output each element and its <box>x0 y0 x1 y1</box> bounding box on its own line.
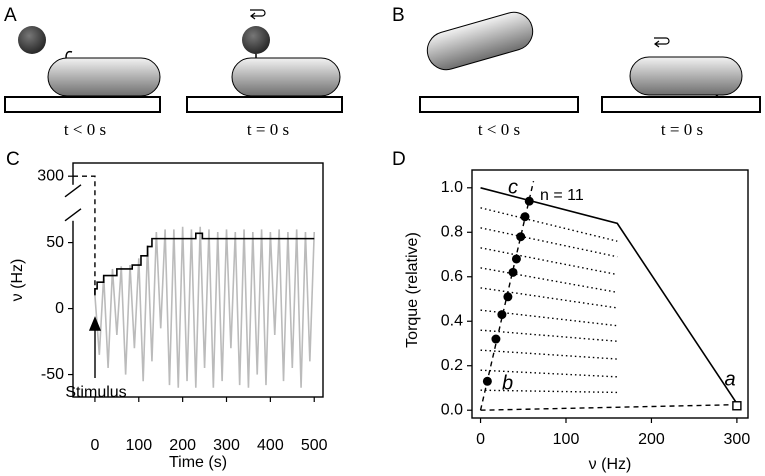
y-tick-label: 0.4 <box>441 312 463 329</box>
x-tick-label: 400 <box>257 437 284 454</box>
point <box>497 310 507 320</box>
series-line <box>480 389 618 394</box>
point <box>482 376 492 386</box>
x-axis-label: Time (s) <box>169 454 227 471</box>
annotation: b <box>502 372 513 394</box>
axis-break-mark <box>64 184 82 198</box>
panel-letter: A <box>4 5 17 26</box>
y-tick-label: 1.0 <box>441 179 463 196</box>
series-line <box>480 207 618 242</box>
bead <box>18 26 46 54</box>
x-tick-label: 200 <box>169 437 196 454</box>
cell <box>231 57 341 97</box>
caption: t < 0 s <box>64 120 106 139</box>
bead <box>242 26 270 54</box>
series-line <box>94 226 316 388</box>
panel-letter: B <box>392 5 405 26</box>
series-line <box>73 175 96 296</box>
x-tick-label: 500 <box>301 437 328 454</box>
panel-letter: C <box>6 149 20 170</box>
series-line <box>480 349 618 360</box>
stimulus-arrow <box>88 316 102 378</box>
cell <box>629 56 743 96</box>
series-line <box>480 287 618 309</box>
rotation-arrow <box>654 37 670 48</box>
y-axis-label: Torque (relative) <box>404 232 421 348</box>
axis-break-mark <box>64 208 82 222</box>
y-tick-label: 50 <box>46 234 64 251</box>
rotation-arrow <box>250 9 266 20</box>
y-tick-label: 300 <box>37 167 64 184</box>
flagellum <box>65 50 73 59</box>
plot-frame <box>471 169 749 419</box>
y-tick-label: 0.8 <box>441 223 463 240</box>
series-line <box>480 369 618 378</box>
x-tick-label: 100 <box>125 437 152 454</box>
x-axis-label: ν (Hz) <box>589 456 632 473</box>
point <box>508 267 518 277</box>
annotation: n = 11 <box>540 187 584 204</box>
y-tick-label: -50 <box>41 366 64 383</box>
panel-b: B t < 0 s t = 0 s <box>392 5 761 139</box>
y-tick-label: 0.0 <box>441 401 463 418</box>
x-tick-label: 200 <box>638 431 665 448</box>
cell <box>426 11 534 71</box>
series-line <box>480 247 618 276</box>
series-line <box>480 267 618 294</box>
point <box>732 401 742 411</box>
y-tick-label: 0.2 <box>441 357 463 374</box>
charts: C Time (s) ν (Hz) 0 100 200 300 400 500 -50 0 50 300… <box>6 149 750 473</box>
point <box>503 292 513 302</box>
y-tick-label: 0 <box>55 300 64 317</box>
series-line <box>94 232 315 296</box>
annotation: a <box>724 368 735 390</box>
x-tick-label: 100 <box>553 431 580 448</box>
panel-a: A t < 0 s t = 0 s <box>4 5 343 139</box>
surface <box>601 96 761 113</box>
y-tick-label: 0.6 <box>441 268 463 285</box>
caption: t = 0 s <box>247 120 289 139</box>
caption: t < 0 s <box>478 120 520 139</box>
surface <box>4 96 161 113</box>
x-tick-label: 300 <box>724 431 751 448</box>
x-tick-label: 0 <box>476 431 485 448</box>
series-line <box>480 227 618 258</box>
series-line <box>480 187 738 404</box>
point <box>520 212 530 222</box>
series-line <box>480 403 737 411</box>
y-axis-label: ν (Hz) <box>9 259 26 302</box>
point <box>491 334 501 344</box>
caption: t = 0 s <box>661 120 703 139</box>
x-tick-label: 300 <box>213 437 240 454</box>
series-line <box>480 309 618 327</box>
cell <box>47 57 161 97</box>
panel-letter: D <box>392 149 406 170</box>
plot-frame <box>72 162 324 398</box>
annotation: c <box>508 176 518 198</box>
point <box>511 254 521 264</box>
surface <box>186 96 343 113</box>
annotation: Stimulus <box>65 384 126 401</box>
series-line <box>480 329 618 342</box>
x-tick-label: 0 <box>90 437 99 454</box>
point <box>524 196 534 206</box>
surface <box>419 96 579 113</box>
